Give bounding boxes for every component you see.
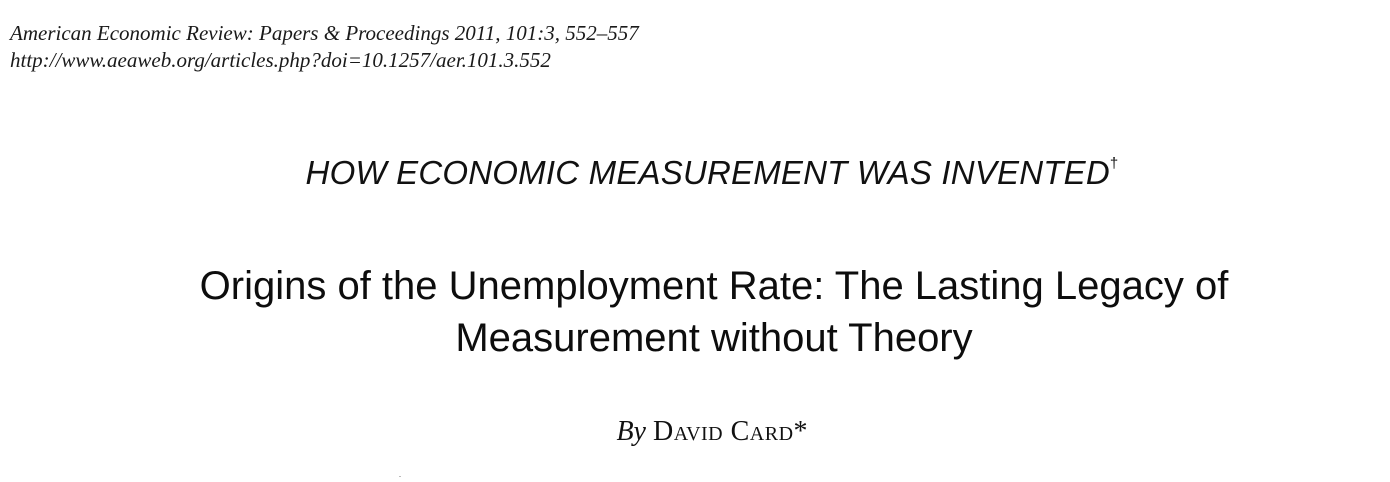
byline-by: By: [616, 416, 646, 447]
journal-header: American Economic Review: Papers & Proce…: [10, 20, 639, 74]
asterisk-footnote-mark: *: [793, 416, 808, 447]
scan-speck: [399, 476, 401, 477]
paper-title-line-1: Origins of the Unemployment Rate: The La…: [199, 264, 1229, 308]
article-url: http://www.aeaweb.org/articles.php?doi=1…: [10, 48, 551, 72]
dagger-footnote-mark: †: [1109, 155, 1119, 172]
section-heading-text: HOW ECONOMIC MEASUREMENT WAS INVENTED: [305, 154, 1110, 191]
paper-title-line-2: Measurement without Theory: [455, 316, 973, 360]
section-heading: HOW ECONOMIC MEASUREMENT WAS INVENTED†: [0, 148, 1390, 193]
author-name: David Card: [652, 416, 794, 447]
paper-title: Origins of the Unemployment Rate: The La…: [0, 260, 1390, 364]
author-byline: By David Card*: [0, 414, 1390, 450]
journal-citation: American Economic Review: Papers & Proce…: [10, 21, 639, 45]
